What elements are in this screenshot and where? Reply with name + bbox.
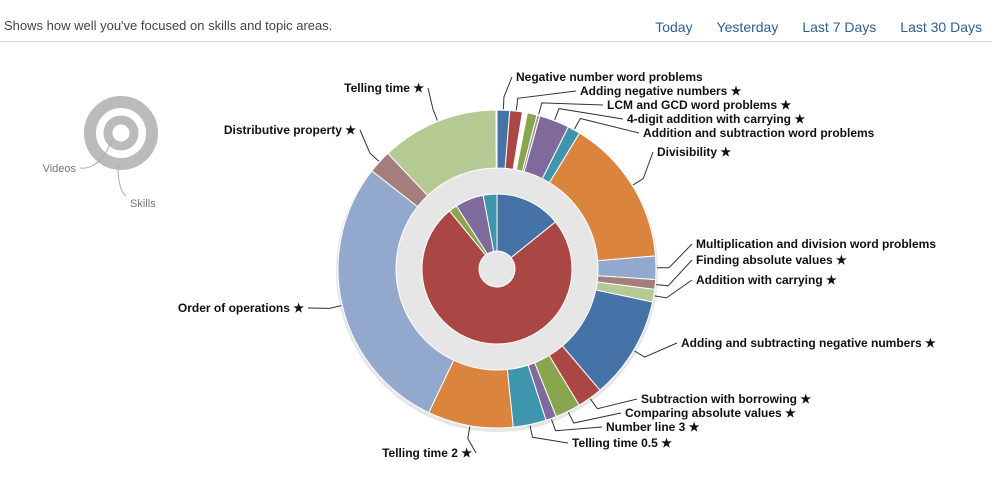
header-bar: Shows how well you've focused on skills … bbox=[0, 0, 992, 42]
segment-label: Finding absolute values ★ bbox=[696, 253, 847, 267]
label-leader bbox=[467, 426, 477, 454]
segment-label: Distributive property ★ bbox=[224, 123, 356, 137]
label-leader bbox=[589, 398, 638, 410]
segment-label: Order of operations ★ bbox=[178, 301, 304, 315]
legend-skills-ring bbox=[84, 96, 158, 170]
chart-legend: Videos Skills bbox=[43, 96, 158, 210]
legend-videos-label: Videos bbox=[43, 163, 77, 175]
label-leader bbox=[551, 419, 603, 432]
segment-label: Telling time 2 ★ bbox=[382, 446, 472, 460]
segment-label: Number line 3 ★ bbox=[606, 420, 700, 434]
period-tabs: Today Yesterday Last 7 Days Last 30 Days bbox=[655, 19, 982, 35]
videos-slice[interactable] bbox=[482, 193, 498, 252]
label-leader bbox=[654, 279, 693, 299]
label-leader bbox=[515, 90, 577, 111]
segment-label: Addition and subtraction word problems bbox=[643, 126, 875, 140]
label-leader bbox=[574, 117, 640, 134]
segment-label: Divisibility ★ bbox=[657, 145, 731, 159]
legend-videos-leader bbox=[79, 139, 113, 169]
label-leader bbox=[359, 129, 380, 162]
segment-label: Telling time 0.5 ★ bbox=[572, 436, 672, 450]
label-leader bbox=[634, 342, 678, 358]
legend-skills-leader bbox=[117, 164, 127, 197]
period-yesterday-link[interactable]: Yesterday bbox=[716, 19, 779, 35]
label-leader bbox=[656, 243, 693, 269]
period-today-link[interactable]: Today bbox=[655, 19, 693, 35]
videos-slice[interactable] bbox=[421, 210, 573, 345]
segment-label: Telling time ★ bbox=[344, 81, 424, 95]
segment-label: 4-digit addition with carrying ★ bbox=[627, 112, 805, 126]
skills-ring bbox=[337, 109, 657, 429]
label-leader bbox=[427, 87, 438, 121]
label-leader bbox=[502, 76, 513, 110]
videos-ring bbox=[421, 193, 573, 345]
segment-label: Negative number word problems bbox=[516, 70, 703, 84]
segment-label: Multiplication and division word problem… bbox=[696, 237, 936, 251]
label-leader bbox=[632, 151, 654, 186]
skills-slice[interactable] bbox=[495, 109, 498, 169]
segment-label: Addition with carrying ★ bbox=[696, 273, 837, 287]
label-leader bbox=[307, 305, 342, 309]
label-leader bbox=[554, 108, 624, 120]
segment-label: Comparing absolute values ★ bbox=[625, 406, 796, 420]
label-leader bbox=[567, 411, 622, 424]
segment-label: LCM and GCD word problems ★ bbox=[607, 98, 791, 112]
period-last-7-days-link[interactable]: Last 7 Days bbox=[802, 19, 877, 35]
label-leaders bbox=[307, 76, 693, 454]
videos-slice[interactable] bbox=[496, 193, 557, 259]
segment-label: Adding and subtracting negative numbers … bbox=[681, 336, 936, 350]
chart-description: Shows how well you've focused on skills … bbox=[4, 18, 333, 33]
segment-label: Subtraction with borrowing ★ bbox=[641, 392, 811, 406]
segment-label: Adding negative numbers ★ bbox=[580, 84, 742, 98]
label-leader bbox=[529, 425, 569, 444]
period-last-30-days-link[interactable]: Last 30 Days bbox=[900, 19, 982, 35]
label-leader bbox=[538, 102, 604, 115]
legend-skills-label: Skills bbox=[130, 198, 156, 210]
legend-videos-ring bbox=[103, 115, 139, 151]
skills-slice[interactable] bbox=[337, 170, 455, 414]
label-leader bbox=[656, 259, 693, 287]
